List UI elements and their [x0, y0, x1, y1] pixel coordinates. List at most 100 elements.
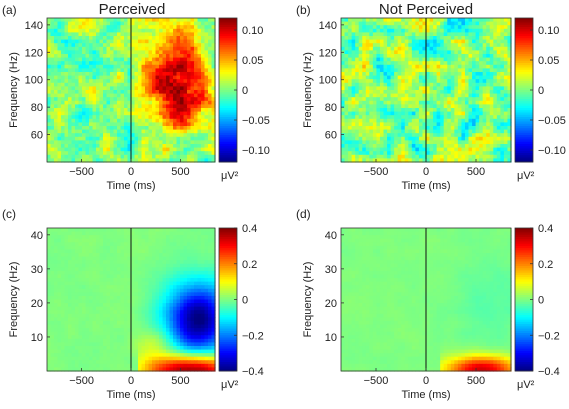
heatmap-cell [404, 140, 409, 145]
heatmap-cell [99, 129, 104, 134]
heatmap-cell [489, 118, 494, 123]
heatmap-cell [493, 154, 498, 159]
heatmap-cell [468, 36, 473, 41]
heatmap-cell [75, 136, 80, 141]
heatmap-cell [68, 144, 73, 149]
heatmap-cell [461, 43, 466, 48]
heatmap-cell [85, 39, 90, 44]
heatmap-cell [82, 82, 87, 87]
heatmap-cell [141, 281, 146, 286]
heatmap-cell [183, 36, 188, 41]
heatmap-cell [468, 61, 473, 66]
heatmap-cell [78, 32, 83, 37]
heatmap-cell [169, 256, 174, 261]
heatmap-cell [500, 115, 505, 120]
heatmap-cell [162, 50, 167, 55]
heatmap-cell [211, 28, 216, 33]
heatmap-cell [348, 32, 353, 37]
heatmap-cell [145, 260, 150, 265]
heatmap-cell [117, 242, 122, 247]
heatmap-cell [341, 133, 346, 138]
heatmap-cell [71, 238, 76, 243]
heatmap-cell [152, 285, 157, 290]
heatmap-cell [103, 238, 108, 243]
heatmap-cell [358, 36, 363, 41]
heatmap-cell [362, 100, 367, 105]
heatmap-cell [148, 61, 153, 66]
heatmap-cell [190, 118, 195, 123]
heatmap-cell [475, 32, 480, 37]
heatmap-cell [106, 43, 111, 48]
heatmap-cell [401, 61, 406, 66]
heatmap-cell [120, 61, 125, 66]
colorbar-step [515, 157, 533, 161]
panel-title-a: Perceived [99, 1, 166, 18]
heatmap-cell [397, 118, 402, 123]
heatmap-cell [138, 126, 143, 131]
heatmap-cell [71, 50, 76, 55]
heatmap-cells-b [341, 18, 512, 163]
heatmap-cell [92, 295, 97, 301]
heatmap-cell [397, 122, 402, 127]
heatmap-cell [496, 54, 501, 59]
heatmap-cell [169, 140, 174, 145]
heatmap-cell [110, 242, 115, 247]
heatmap-cell [64, 108, 69, 113]
heatmap-cell [426, 75, 431, 80]
heatmap-cell [211, 50, 216, 55]
heatmap-cell [78, 147, 83, 152]
heatmap-cell [433, 25, 438, 30]
heatmap-cell [176, 256, 181, 261]
heatmap-cell [96, 267, 101, 272]
heatmap-cell [418, 25, 424, 30]
heatmap-cell [166, 154, 171, 159]
heatmap-cell [397, 36, 402, 41]
heatmap-cell [134, 97, 139, 102]
heatmap-cell [57, 238, 62, 243]
colorbar-step [515, 60, 533, 64]
heatmap-cell [134, 93, 139, 98]
heatmap-cell [447, 151, 452, 156]
heatmap-cell [183, 25, 188, 30]
heatmap-cell [78, 126, 83, 131]
heatmap-cell [201, 50, 206, 55]
heatmap-cell [383, 18, 388, 23]
heatmap-cell [85, 68, 90, 73]
heatmap-cell [54, 68, 59, 73]
heatmap-cell [422, 57, 427, 62]
heatmap-cell [450, 39, 455, 44]
heatmap-cell [433, 144, 438, 149]
heatmap-cell [447, 97, 452, 102]
heatmap-cell [120, 270, 125, 276]
heatmap-cell [358, 82, 363, 87]
heatmap-cell [180, 104, 185, 109]
heatmap-cell [82, 260, 87, 265]
heatmap-cell [82, 147, 87, 152]
heatmap-cell [71, 46, 76, 51]
heatmap-cell [141, 245, 146, 251]
heatmap-cell [211, 75, 216, 80]
heatmap-cell [138, 267, 143, 272]
heatmap-cell [166, 61, 171, 66]
heatmap-cell [394, 118, 399, 123]
heatmap-cell [152, 122, 157, 127]
heatmap-cell [103, 267, 108, 272]
heatmap-cell [401, 140, 406, 145]
heatmap-cell [75, 267, 80, 272]
heatmap-cell [415, 86, 420, 91]
heatmap-cell [120, 245, 125, 251]
colorbar-step [515, 153, 533, 156]
colorbar-step [515, 72, 533, 75]
heatmap-cell [85, 93, 90, 98]
heatmap-cell [71, 75, 76, 80]
heatmap-cell [176, 32, 181, 37]
heatmap-cell [190, 104, 195, 109]
heatmap-cell [141, 104, 146, 109]
heatmap-cell [447, 36, 452, 41]
heatmap-cell [507, 108, 512, 113]
heatmap-cell [390, 97, 395, 102]
heatmap-cell [75, 32, 80, 37]
heatmap-cell [176, 253, 181, 258]
heatmap-cell [194, 39, 199, 44]
heatmap-cell [493, 93, 498, 98]
